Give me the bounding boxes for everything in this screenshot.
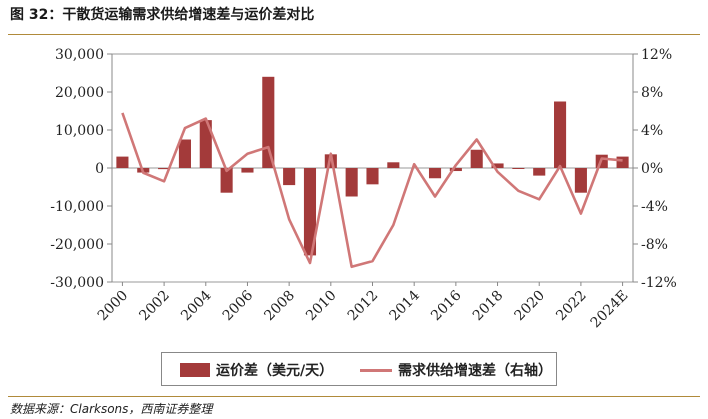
bar-2013 bbox=[387, 162, 400, 168]
bar-2007 bbox=[262, 76, 275, 168]
bar-2009 bbox=[303, 168, 317, 256]
right-tick-label: 8% bbox=[641, 85, 663, 101]
bar-2000 bbox=[116, 156, 129, 168]
left-tick-label: -20,000 bbox=[50, 237, 104, 253]
left-tick-label: -30,000 bbox=[50, 275, 104, 291]
right-axis: -12% -8% -4% 0% 4% 8% 12% bbox=[632, 47, 677, 291]
left-tick-label: 10,000 bbox=[55, 123, 104, 139]
bar-2017 bbox=[470, 149, 483, 168]
x-tick-label: 2010 bbox=[303, 288, 340, 325]
right-tick-label: 4% bbox=[641, 123, 663, 139]
x-tick-label: 2008 bbox=[261, 288, 298, 325]
x-tick-label: 2020 bbox=[512, 288, 549, 325]
x-tick-label: 2022 bbox=[553, 288, 590, 325]
x-tick-label: 2016 bbox=[428, 287, 465, 324]
bar-2024 bbox=[616, 156, 629, 168]
legend-item-bar: 运价差（美元/天） bbox=[180, 360, 333, 380]
bar-2003 bbox=[178, 139, 191, 168]
right-tick-label: -8% bbox=[641, 237, 668, 253]
left-axis: -30,000 -20,000 -10,000 0 10,000 20,000 30,000 bbox=[50, 47, 113, 291]
left-tick-label: 30,000 bbox=[55, 47, 104, 63]
left-tick-label: -10,000 bbox=[50, 199, 104, 215]
right-tick-label: 0% bbox=[641, 161, 663, 177]
bar-2011 bbox=[345, 168, 358, 197]
bar-2006 bbox=[241, 168, 254, 173]
right-tick-label: -12% bbox=[641, 275, 677, 291]
bar-2004 bbox=[199, 120, 212, 168]
legend-bar-label: 运价差（美元/天） bbox=[216, 363, 334, 379]
legend-line-swatch bbox=[360, 368, 392, 372]
x-tick-label: 2014 bbox=[386, 287, 423, 324]
title-divider bbox=[8, 34, 700, 35]
bar-series bbox=[116, 76, 629, 256]
bar-2012 bbox=[366, 168, 379, 185]
bar-2020 bbox=[533, 168, 546, 176]
bar-2018 bbox=[491, 163, 504, 168]
bar-2021 bbox=[554, 101, 567, 168]
bar-2015 bbox=[428, 168, 442, 179]
x-tick-label: 2000 bbox=[95, 288, 132, 325]
bar-2022 bbox=[574, 168, 587, 193]
left-tick-label: 20,000 bbox=[55, 85, 104, 101]
right-tick-label: 12% bbox=[641, 47, 672, 63]
bar-2016 bbox=[449, 168, 462, 172]
x-tick-label: 2012 bbox=[345, 288, 382, 325]
legend-item-line: 需求供给增速差（右轴） bbox=[360, 360, 552, 380]
x-tick-label: 2024E bbox=[588, 288, 632, 332]
bar-2005 bbox=[220, 168, 233, 193]
x-tick-label: 2018 bbox=[470, 288, 507, 325]
right-tick-label: -4% bbox=[641, 199, 668, 215]
source-note: 数据来源：Clarksons，西南证券整理 bbox=[10, 402, 213, 416]
legend-line-label: 需求供给增速差（右轴） bbox=[398, 363, 552, 379]
line-path bbox=[121, 112, 623, 269]
chart-title: 图 32：干散货运输需求供给增速差与运价差对比 bbox=[10, 7, 315, 23]
x-tick-label: 2004 bbox=[178, 287, 215, 324]
legend: 运价差（美元/天） 需求供给增速差（右轴） bbox=[161, 352, 557, 386]
bar-2019 bbox=[512, 168, 525, 169]
legend-bar-swatch bbox=[180, 363, 210, 377]
left-tick-label: 0 bbox=[95, 161, 104, 177]
bar-2008 bbox=[283, 168, 296, 186]
bar-2002 bbox=[158, 168, 171, 170]
x-tick-label: 2002 bbox=[136, 288, 173, 325]
line-series bbox=[121, 112, 623, 269]
x-axis: 2000 2002 2004 2006 2008 2010 2012 2014 2016 2018… bbox=[95, 282, 632, 332]
x-tick-label: 2006 bbox=[220, 287, 257, 324]
chart-svg: -30,000 -20,000 -10,000 0 10,000 20,000 30,000… bbox=[50, 47, 677, 332]
footer-divider bbox=[8, 396, 700, 397]
